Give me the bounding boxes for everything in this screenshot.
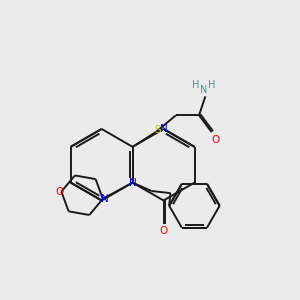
- Text: N: N: [200, 85, 207, 95]
- Text: S: S: [154, 125, 161, 135]
- Text: N: N: [129, 178, 136, 188]
- Text: N: N: [160, 124, 167, 134]
- Text: O: O: [159, 226, 168, 236]
- Text: N: N: [101, 194, 109, 204]
- Text: H: H: [192, 80, 200, 90]
- Text: O: O: [55, 187, 63, 196]
- Text: O: O: [211, 135, 219, 145]
- Text: H: H: [208, 80, 215, 90]
